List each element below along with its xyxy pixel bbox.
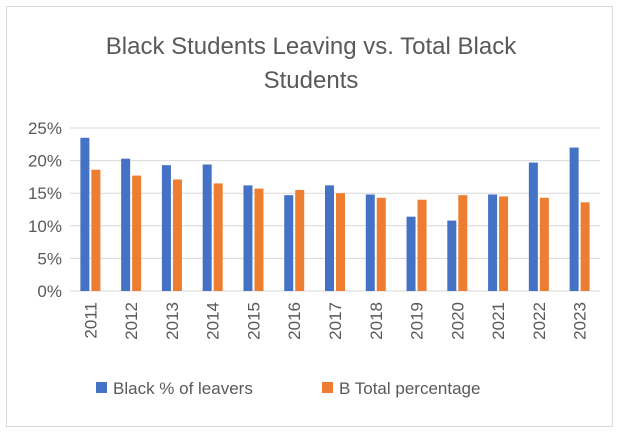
y-tick-label: 15% xyxy=(28,184,62,203)
chart-title-line-1: Black Students Leaving vs. Total Black xyxy=(106,33,517,60)
y-tick-label: 5% xyxy=(37,249,62,268)
bar-total-percentage xyxy=(580,202,590,291)
y-tick-label: 20% xyxy=(28,152,62,171)
bar-black-leavers xyxy=(80,137,90,291)
bar-total-percentage xyxy=(376,197,386,291)
bar-black-leavers xyxy=(406,216,416,291)
x-axis: 2011 2012 2013 2014 2015 2016 2017 2018 2019 2020… xyxy=(81,302,589,340)
x-tick-label: 2011 xyxy=(81,302,100,339)
gridlines xyxy=(70,127,600,292)
bar-total-percentage xyxy=(417,199,427,291)
bar-total-percentage xyxy=(499,196,509,291)
legend-label-black-leavers: Black % of leavers xyxy=(113,379,253,398)
bar-total-percentage xyxy=(132,175,142,291)
legend: Black % of leavers B Total percentage xyxy=(96,379,480,398)
y-tick-label: 10% xyxy=(28,217,62,236)
legend-swatch-black-leavers xyxy=(96,382,107,393)
bar-total-percentage xyxy=(336,193,345,291)
bars xyxy=(80,137,590,291)
x-tick-label: 2019 xyxy=(408,302,427,340)
bar-black-leavers xyxy=(528,162,538,291)
bar-black-leavers xyxy=(447,220,457,291)
x-tick-label: 2023 xyxy=(571,302,590,340)
bar-black-leavers xyxy=(161,165,171,291)
bar-black-leavers xyxy=(121,158,131,291)
bar-black-leavers xyxy=(365,194,375,291)
bar-total-percentage xyxy=(254,188,264,291)
y-tick-label: 0% xyxy=(37,282,62,301)
x-tick-label: 2013 xyxy=(163,302,182,340)
x-tick-label: 2012 xyxy=(122,302,141,340)
bar-total-percentage xyxy=(539,197,549,291)
bar-black-leavers xyxy=(202,164,212,291)
x-tick-label: 2017 xyxy=(326,302,345,340)
bar-total-percentage xyxy=(91,169,101,291)
x-tick-label: 2021 xyxy=(489,302,508,340)
x-tick-label: 2020 xyxy=(448,302,467,340)
bar-total-percentage xyxy=(295,189,305,291)
y-axis: 0% 5% 10% 15% 20% 25% xyxy=(28,119,62,301)
bar-black-leavers xyxy=(569,147,579,291)
bar-black-leavers xyxy=(488,194,498,291)
y-tick-label: 25% xyxy=(28,119,62,138)
x-tick-label: 2022 xyxy=(530,302,549,340)
bar-black-leavers xyxy=(325,185,334,291)
bar-total-percentage xyxy=(213,183,223,291)
legend-label-total-percentage: B Total percentage xyxy=(339,379,480,398)
bar-black-leavers xyxy=(284,195,294,291)
chart-frame xyxy=(6,6,613,427)
bar-total-percentage xyxy=(458,195,468,291)
bar-black-leavers xyxy=(243,185,253,291)
bar-total-percentage xyxy=(172,179,182,291)
chart-title-line-2: Students xyxy=(264,67,359,94)
x-tick-label: 2016 xyxy=(285,302,304,340)
x-tick-label: 2014 xyxy=(204,302,223,340)
legend-swatch-total-percentage xyxy=(322,382,333,393)
x-tick-label: 2018 xyxy=(367,302,386,340)
x-tick-label: 2015 xyxy=(244,302,263,340)
